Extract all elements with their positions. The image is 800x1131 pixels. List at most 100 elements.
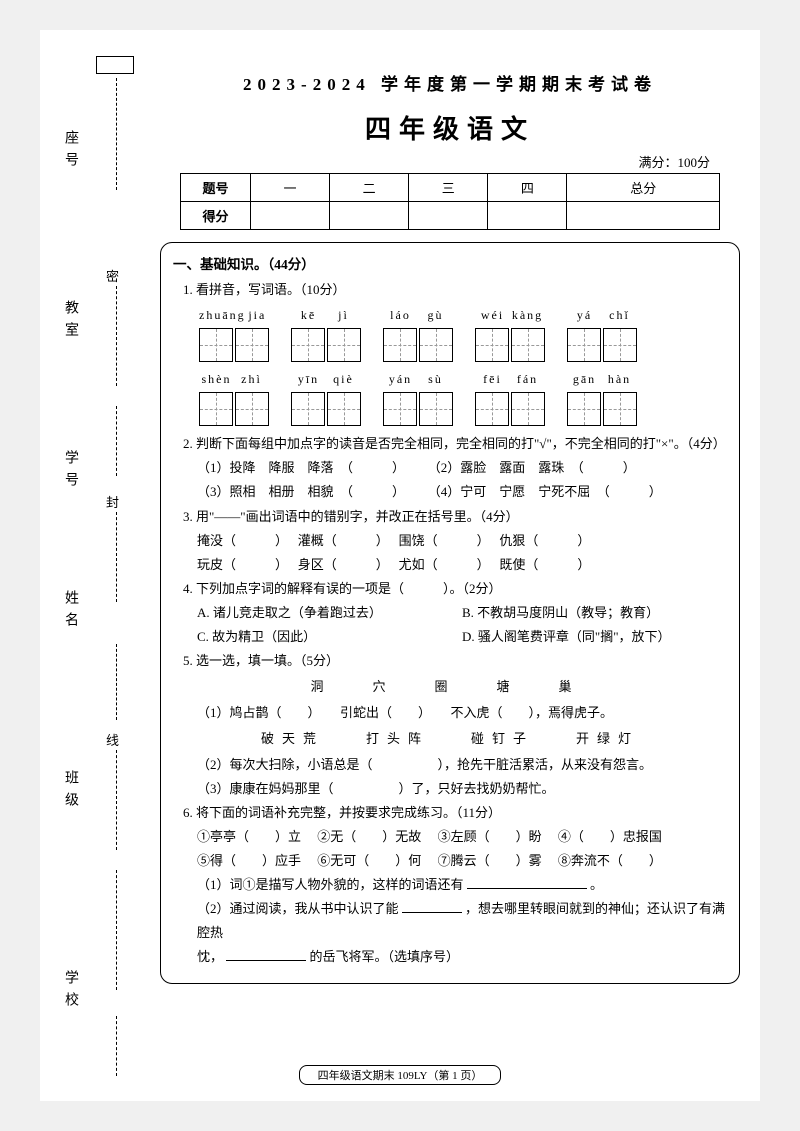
q5-item[interactable]: （2）每次大扫除，小语总是（ ），抢先干脏活累活，从来没有怨言。 — [197, 753, 727, 777]
fill-blank[interactable] — [402, 900, 462, 913]
pinyin-group: yáchǐ — [567, 304, 637, 362]
tianzige-box[interactable] — [419, 392, 453, 426]
pinyin-syllable: chǐ — [602, 304, 637, 326]
score-cell[interactable] — [330, 202, 409, 230]
pinyin-syllable: fēi — [475, 368, 510, 390]
q5-item[interactable]: （1）鸠占鹊（ ） 引蛇出（ ） 不入虎（ ），焉得虎子。 — [197, 701, 727, 725]
seal-xian: 线 — [106, 730, 119, 749]
fill-blank[interactable] — [467, 876, 587, 889]
table-row-label: 得分 — [181, 202, 251, 230]
q3-item[interactable]: 身区（ ） — [298, 557, 383, 572]
q5-title: 5. 选一选，填一填。（5分） — [173, 649, 727, 673]
q2-item[interactable]: （4）宁可 宁愿 宁死不屈 （ ） — [428, 484, 662, 499]
binding-label-id: 学号 — [60, 450, 80, 494]
q6-sub2[interactable]: （2）通过阅读，我从书中认识了能 ，想去哪里转眼间就到的神仙；还认识了有满腔热 … — [197, 897, 727, 969]
tianzige-box[interactable] — [291, 328, 325, 362]
page-footer: 四年级语文期末 109LY（第 1 页） — [40, 1065, 760, 1085]
q5-wordbank: 洞 穴 圈 塘 巢 — [173, 675, 727, 699]
tianzige-box[interactable] — [475, 328, 509, 362]
tianzige-box[interactable] — [419, 328, 453, 362]
q4-option[interactable]: B. 不教胡马度阴山（教导；教育） — [462, 601, 727, 625]
pinyin-syllable: wéi — [475, 304, 510, 326]
fullmark-label: 满分：100分 — [160, 152, 740, 171]
pinyin-row: shènzhìyīnqièyánsùfēifángānhàn — [199, 368, 727, 426]
q6-sub1[interactable]: （1）词①是描写人物外貌的，这样的词语还有 。 — [197, 873, 727, 897]
q3-item[interactable]: 掩没（ ） — [197, 533, 282, 548]
tianzige-box[interactable] — [199, 392, 233, 426]
q2-title: 2. 判断下面每组中加点字的读音是否完全相同，完全相同的打"√"，不完全相同的打… — [173, 432, 727, 456]
table-header: 二 — [330, 174, 409, 202]
pinyin-syllable: yán — [383, 368, 418, 390]
pinyin-group: kējì — [291, 304, 361, 362]
q2-item[interactable]: （3）照相 相册 相貌 （ ） — [197, 484, 399, 499]
q2-item[interactable]: （2）露脸 露面 露珠 （ ） — [428, 460, 636, 475]
binding-line — [116, 512, 117, 602]
pinyin-syllable: kē — [291, 304, 326, 326]
q6-item[interactable]: ④（ ）忠报国 — [558, 829, 662, 844]
tianzige-box[interactable] — [603, 392, 637, 426]
binding-label-class: 班级 — [60, 770, 80, 814]
table-header: 总分 — [567, 174, 720, 202]
q6-item[interactable]: ⑥无可（ ）何 — [317, 853, 421, 868]
q4-title: 4. 下列加点字词的解释有误的一项是（ ）。（2分） — [173, 577, 727, 601]
q4-option[interactable]: A. 诸儿竞走取之（争着跑过去） — [197, 601, 462, 625]
q4-option[interactable]: D. 骚人阁笔费评章（同"搁"，放下） — [462, 625, 727, 649]
score-table: 题号 一 二 三 四 总分 得分 — [180, 173, 720, 230]
tianzige-box[interactable] — [475, 392, 509, 426]
tianzige-box[interactable] — [199, 328, 233, 362]
q4-option[interactable]: C. 故为精卫（因此） — [197, 625, 462, 649]
pinyin-syllable: jì — [326, 304, 361, 326]
score-cell[interactable] — [251, 202, 330, 230]
q3-items: 掩没（ ） 灌概（ ） 围饶（ ） 仇狠（ ） 玩皮（ ） 身区（ ） 尤如（ … — [197, 529, 727, 577]
q6-item[interactable]: ⑤得（ ）应手 — [197, 853, 301, 868]
table-header: 四 — [488, 174, 567, 202]
tianzige-box[interactable] — [327, 392, 361, 426]
exam-subtitle: 四年级语文 — [160, 109, 740, 146]
q2-item[interactable]: （1）投降 降服 降落 （ ） — [197, 460, 399, 475]
tianzige-box[interactable] — [383, 328, 417, 362]
tianzige-box[interactable] — [291, 392, 325, 426]
footer-text: 四年级语文期末 109LY（第 1 页） — [299, 1065, 502, 1085]
pinyin-group: yīnqiè — [291, 368, 361, 426]
q3-item[interactable]: 尤如（ ） — [399, 557, 484, 572]
binding-line — [116, 750, 117, 850]
q6-item[interactable]: ③左顾（ ）盼 — [438, 829, 542, 844]
fill-blank[interactable] — [226, 948, 306, 961]
tianzige-box[interactable] — [235, 328, 269, 362]
pinyin-syllable: yá — [567, 304, 602, 326]
q5-wordbank: 破天荒 打头阵 碰钉子 开绿灯 — [173, 727, 727, 751]
q3-item[interactable]: 既使（ ） — [499, 557, 590, 572]
binding-label-name: 姓名 — [60, 590, 80, 634]
q4-options: A. 诸儿竞走取之（争着跑过去） B. 不教胡马度阴山（教导；教育） C. 故为… — [197, 601, 727, 649]
section-title: 一、基础知识。（44分） — [173, 253, 727, 278]
q5-item[interactable]: （3）康康在妈妈那里（ ）了，只好去找奶奶帮忙。 — [197, 777, 727, 801]
q6-title: 6. 将下面的词语补充完整，并按要求完成练习。（11分） — [173, 801, 727, 825]
tianzige-box[interactable] — [511, 328, 545, 362]
tianzige-box[interactable] — [511, 392, 545, 426]
tianzige-box[interactable] — [235, 392, 269, 426]
q6-item[interactable]: ①亭亭（ ）立 — [197, 829, 301, 844]
q3-item[interactable]: 灌概（ ） — [298, 533, 383, 548]
tianzige-box[interactable] — [567, 392, 601, 426]
binding-label-seat: 座号 — [60, 130, 80, 174]
q3-item[interactable]: 玩皮（ ） — [197, 557, 282, 572]
tianzige-box[interactable] — [383, 392, 417, 426]
q6-item[interactable]: ②无（ ）无故 — [317, 829, 421, 844]
tianzige-box[interactable] — [327, 328, 361, 362]
score-cell[interactable] — [488, 202, 567, 230]
score-cell[interactable] — [567, 202, 720, 230]
exam-title: 2023-2024 学年度第一学期期末考试卷 — [160, 70, 740, 95]
pinyin-group: láogù — [383, 304, 453, 362]
score-cell[interactable] — [409, 202, 488, 230]
pinyin-syllable: qiè — [326, 368, 361, 390]
q6-item[interactable]: ⑦腾云（ ）雾 — [438, 853, 542, 868]
pinyin-syllable: shèn — [199, 368, 234, 390]
pinyin-syllable: gān — [567, 368, 602, 390]
q3-title: 3. 用"——"画出词语中的错别字，并改正在括号里。（4分） — [173, 505, 727, 529]
tianzige-box[interactable] — [567, 328, 601, 362]
q6-item[interactable]: ⑧奔流不（ ） — [558, 853, 662, 868]
tianzige-box[interactable] — [603, 328, 637, 362]
pinyin-group: wéikàng — [475, 304, 545, 362]
q3-item[interactable]: 仇狠（ ） — [499, 533, 590, 548]
q3-item[interactable]: 围饶（ ） — [399, 533, 484, 548]
